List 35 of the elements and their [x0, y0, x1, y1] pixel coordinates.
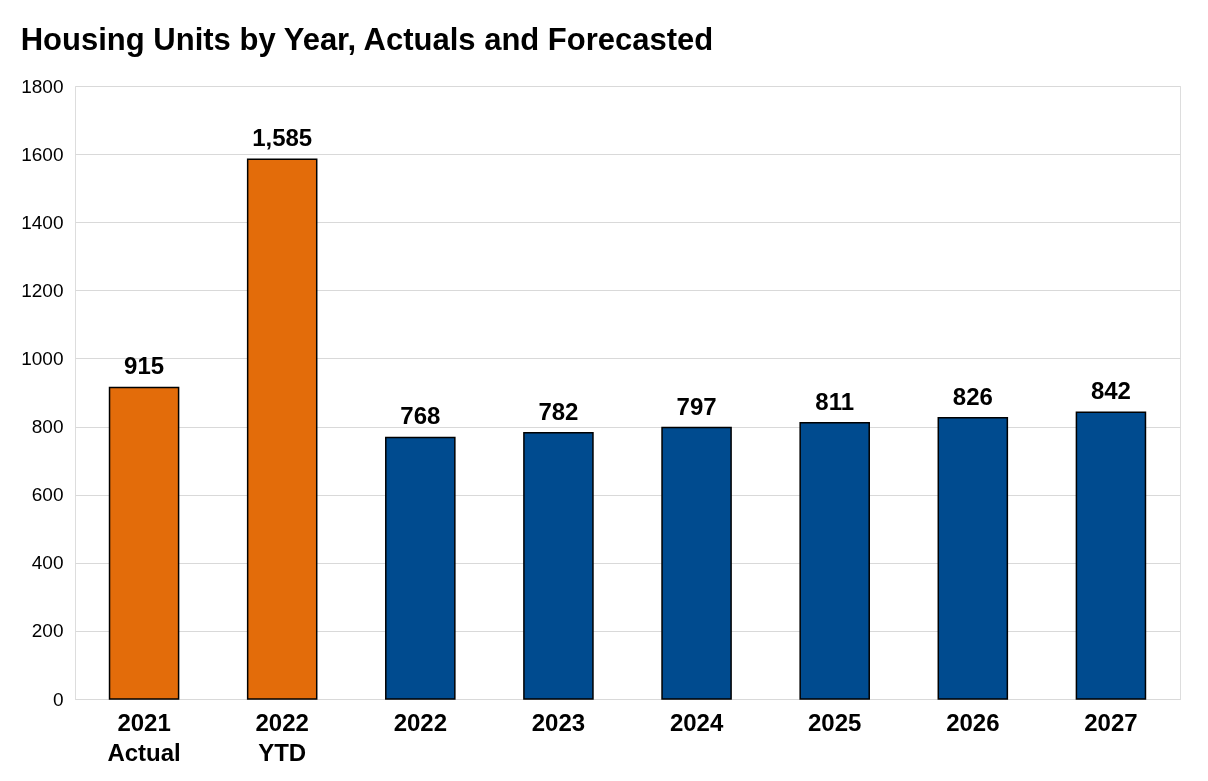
data-label: 1,585	[252, 124, 313, 152]
x-tick-label: 2025	[807, 708, 862, 736]
data-label: 768	[400, 402, 441, 430]
bar	[246, 158, 318, 700]
x-tick-label: 2023	[531, 708, 586, 736]
data-label: 811	[815, 387, 855, 415]
bar	[523, 431, 594, 700]
bar	[799, 422, 870, 700]
bar	[1075, 411, 1147, 700]
x-tick-label: 2027	[1084, 708, 1138, 736]
chart-title: Housing Units by Year, Actuals and Forecasted	[20, 22, 714, 57]
bar	[108, 386, 180, 700]
y-tick-label: 1800	[21, 75, 64, 97]
y-tick-label: 200	[31, 620, 64, 642]
y-tick-label: 1000	[21, 347, 64, 369]
y-tick-label: 1600	[21, 143, 64, 165]
y-tick-label: 0	[52, 688, 64, 710]
bar	[937, 416, 1009, 700]
x-tick-label: 2026	[946, 708, 1000, 736]
y-tick-label: 400	[31, 552, 64, 574]
y-tick-label: 1400	[21, 211, 64, 233]
data-label: 782	[538, 397, 579, 425]
bar	[661, 426, 732, 700]
x-tick-label: 2022	[393, 708, 448, 736]
bar	[385, 436, 456, 700]
y-tick-label: 600	[31, 484, 64, 506]
data-label: 842	[1090, 377, 1131, 405]
x-tick-label: 2021 Actual	[107, 708, 181, 766]
y-tick-label: 1200	[21, 279, 64, 301]
y-tick-label: 800	[31, 416, 64, 438]
x-tick-label: 2022 YTD	[255, 708, 309, 766]
data-label: 915	[124, 352, 165, 380]
x-tick-label: 2024	[669, 708, 724, 736]
data-label: 797	[676, 392, 717, 420]
data-label: 826	[952, 382, 993, 410]
